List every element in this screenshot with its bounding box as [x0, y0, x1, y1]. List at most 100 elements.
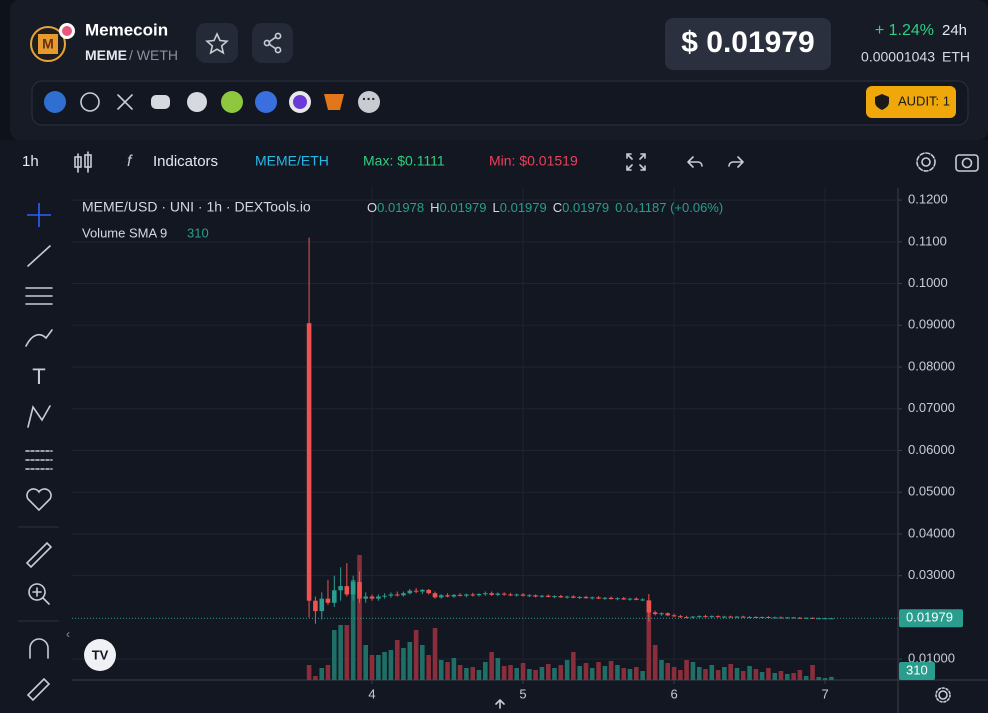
- indicators-button[interactable]: Indicators: [153, 153, 218, 170]
- volume-bar: [363, 645, 369, 680]
- metamask-link[interactable]: [324, 94, 344, 110]
- candle-body: [369, 596, 375, 599]
- volume-bar: [520, 663, 526, 680]
- more-links[interactable]: [358, 91, 380, 113]
- volume-bar: [772, 673, 778, 680]
- candle-body: [640, 599, 645, 601]
- candle-body: [816, 618, 822, 620]
- candle-body: [615, 598, 620, 600]
- x-tick-label: 7: [821, 686, 828, 701]
- favorites-tool[interactable]: [26, 488, 52, 512]
- audit-button[interactable]: AUDIT: 1: [866, 86, 956, 118]
- candle-body: [357, 581, 362, 599]
- volume-bar: [407, 642, 413, 680]
- price-change: + 1.24%: [875, 22, 934, 39]
- measure-tool[interactable]: [25, 541, 53, 569]
- chart-type-button[interactable]: [74, 151, 92, 173]
- candle-body: [646, 600, 652, 613]
- candle-body: [520, 594, 526, 596]
- volume-bar: [690, 662, 696, 680]
- lock-tool[interactable]: [26, 677, 51, 702]
- candle-body: [394, 594, 400, 596]
- fullscreen-button[interactable]: [626, 153, 646, 171]
- settings-button[interactable]: [916, 152, 936, 172]
- candle-body: [483, 593, 488, 595]
- chart-panel: [0, 140, 988, 713]
- brush-tool[interactable]: [25, 329, 53, 347]
- volume-bar: [627, 669, 633, 680]
- trendline-tool[interactable]: [27, 245, 51, 267]
- candle-body: [627, 598, 633, 600]
- candle-body: [722, 616, 727, 618]
- volume-bar: [646, 600, 652, 680]
- volume-bar: [376, 655, 381, 680]
- pattern-tool[interactable]: [27, 405, 51, 428]
- volume-bar: [388, 650, 394, 680]
- discord-link[interactable]: [151, 95, 170, 109]
- favorite-button[interactable]: [196, 23, 238, 63]
- volume-bar: [527, 669, 532, 680]
- volume-bar: [722, 667, 727, 680]
- dextools-link[interactable]: [44, 91, 66, 113]
- ohlc-value: 0.01979: [500, 200, 547, 215]
- y-tick-label: 0.06000: [908, 442, 955, 457]
- candle-body: [508, 594, 513, 596]
- volume-bar: [640, 671, 645, 680]
- tradingview-logo[interactable]: [84, 639, 116, 671]
- volume-bar: [558, 665, 564, 680]
- volume-bar: [338, 625, 343, 680]
- interval-button[interactable]: 1h: [22, 153, 39, 170]
- svg-text:···: ···: [362, 91, 376, 107]
- cmc-link[interactable]: [255, 91, 277, 113]
- candle-body: [747, 616, 752, 618]
- volume-bar: [665, 663, 671, 680]
- volume-bar: [451, 658, 457, 680]
- candle-body: [803, 617, 809, 619]
- ohlc-value: 0.01978: [377, 200, 424, 215]
- volume-bar: [552, 668, 557, 680]
- volume-bar: [457, 665, 463, 680]
- collapse-toolbar[interactable]: ‹: [66, 627, 70, 641]
- share-button[interactable]: [252, 23, 293, 63]
- volume-bar: [394, 640, 400, 680]
- coingecko-link[interactable]: [221, 91, 243, 113]
- crosshair-tool[interactable]: [27, 203, 51, 227]
- candle-body: [331, 590, 337, 603]
- volume-bar: [797, 670, 803, 680]
- fib-tool[interactable]: [25, 287, 53, 305]
- ohlc-key: H: [430, 200, 439, 215]
- candle-body: [621, 598, 627, 600]
- volume-bar: [728, 664, 733, 680]
- candle-body: [539, 595, 545, 597]
- magnet-tool[interactable]: [29, 638, 49, 659]
- x-link[interactable]: [117, 94, 133, 110]
- volume-bar: [533, 670, 538, 680]
- reddit-link[interactable]: [187, 92, 207, 112]
- candle-body: [451, 594, 457, 597]
- volume-bar: [539, 667, 545, 680]
- axis-settings[interactable]: [935, 687, 951, 703]
- last-volume-label: 310: [906, 662, 928, 677]
- volume-bar: [696, 667, 702, 680]
- candle-body: [413, 590, 419, 592]
- ohlc-key: C: [553, 200, 562, 215]
- pair-toggle[interactable]: MEME/ETH: [255, 153, 329, 169]
- scroll-button[interactable]: [495, 698, 505, 709]
- ohlc-key: O: [367, 200, 377, 215]
- undo-button[interactable]: [687, 156, 703, 168]
- candle-body: [338, 586, 343, 591]
- volume-bar: [476, 670, 482, 680]
- volume-bar: [596, 662, 601, 680]
- zoom-tool[interactable]: [28, 583, 46, 601]
- candle-body: [684, 616, 689, 618]
- candle-body: [376, 596, 381, 599]
- website-link[interactable]: [80, 92, 100, 112]
- snapshot-button[interactable]: [955, 154, 979, 172]
- indicators-icon: f: [127, 153, 133, 170]
- y-tick-label: 0.1200: [908, 192, 948, 207]
- redo-button[interactable]: [728, 156, 744, 168]
- candle-body: [652, 612, 658, 615]
- text-tool[interactable]: T: [32, 364, 45, 389]
- prediction-tool[interactable]: [25, 450, 53, 470]
